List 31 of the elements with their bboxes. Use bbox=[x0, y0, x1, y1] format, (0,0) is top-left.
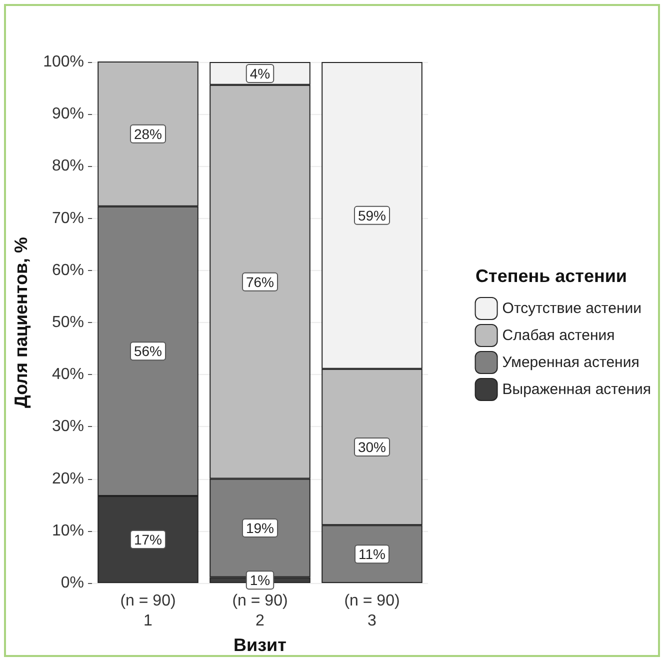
data-label: 30% bbox=[358, 439, 386, 456]
data-label: 19% bbox=[246, 520, 274, 536]
y-tick-label: 10% bbox=[52, 522, 84, 540]
legend-label: Умеренная астения bbox=[502, 354, 640, 371]
data-label: 1% bbox=[250, 572, 270, 588]
y-axis-title: Доля пациентов, % bbox=[11, 236, 31, 408]
y-tick-label: 70% bbox=[52, 210, 84, 227]
data-label: 17% bbox=[134, 531, 162, 548]
legend-label: Слабая астения bbox=[502, 327, 615, 344]
data-label: 28% bbox=[134, 126, 162, 142]
y-tick-label: 80% bbox=[52, 158, 84, 175]
legend-label: Выраженная астения bbox=[502, 381, 651, 398]
x-tick-label: (n = 90) 3 bbox=[344, 592, 400, 630]
y-tick-label: 50% bbox=[52, 314, 84, 331]
y-tick-label: 20% bbox=[52, 470, 84, 488]
legend-title: Степень астении bbox=[476, 266, 628, 286]
y-tick-label: 60% bbox=[52, 262, 84, 279]
legend-label: Отсутствие астении bbox=[502, 300, 642, 317]
y-tick-label: 90% bbox=[52, 106, 84, 123]
data-label: 4% bbox=[250, 65, 270, 82]
data-label: 11% bbox=[358, 546, 386, 562]
x-axis-title: Визит bbox=[234, 634, 287, 655]
data-label: 56% bbox=[134, 343, 162, 360]
x-tick-label: (n = 90) 1 bbox=[120, 592, 176, 630]
x-tick-label: (n = 90) 2 bbox=[232, 592, 288, 630]
y-tick-label: 100% bbox=[43, 54, 84, 70]
data-label: 76% bbox=[246, 274, 274, 290]
y-tick-label: 40% bbox=[52, 366, 84, 384]
y-tick-label: 30% bbox=[52, 418, 84, 436]
y-tick-label: 0% bbox=[60, 574, 84, 592]
data-label: 59% bbox=[358, 207, 386, 224]
